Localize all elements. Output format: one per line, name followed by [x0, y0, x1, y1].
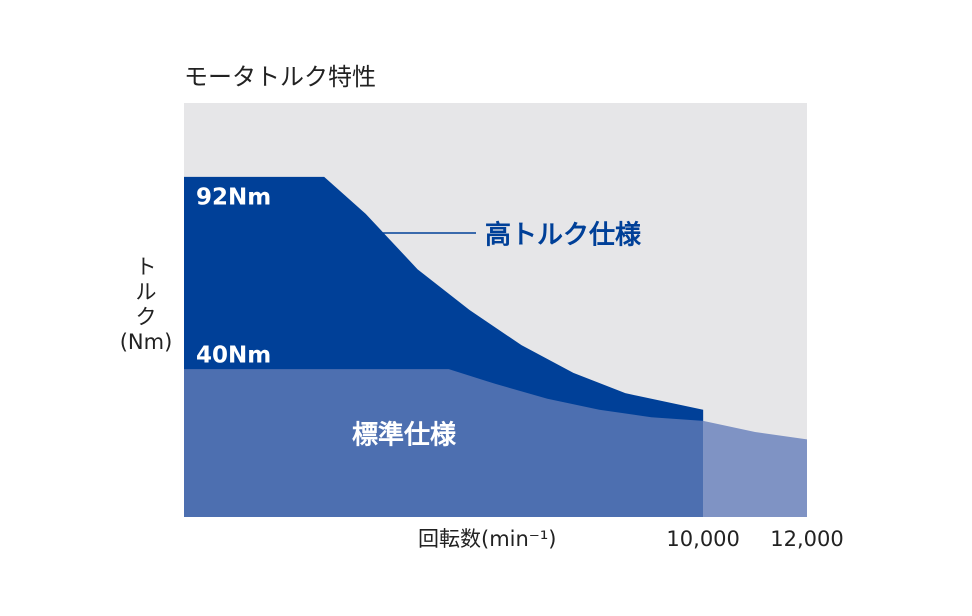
x-tick-label: 10,000: [666, 527, 739, 551]
y-axis-label: ク: [136, 305, 157, 329]
x-tick-label: 12,000: [770, 527, 843, 551]
area: [184, 369, 704, 517]
annotation: 92Nm: [196, 185, 271, 211]
chart-title: モータトルク特性: [184, 63, 376, 91]
annotation: 40Nm: [196, 343, 271, 369]
series-label: 標準仕様: [352, 420, 457, 451]
y-axis-label: ル: [136, 280, 157, 304]
series-label: 高トルク仕様: [485, 220, 642, 251]
area: [703, 420, 807, 517]
y-axis-label: (Nm): [120, 330, 173, 354]
x-axis-label: 回転数(min⁻¹): [418, 527, 557, 551]
y-axis-label: ト: [136, 255, 157, 279]
